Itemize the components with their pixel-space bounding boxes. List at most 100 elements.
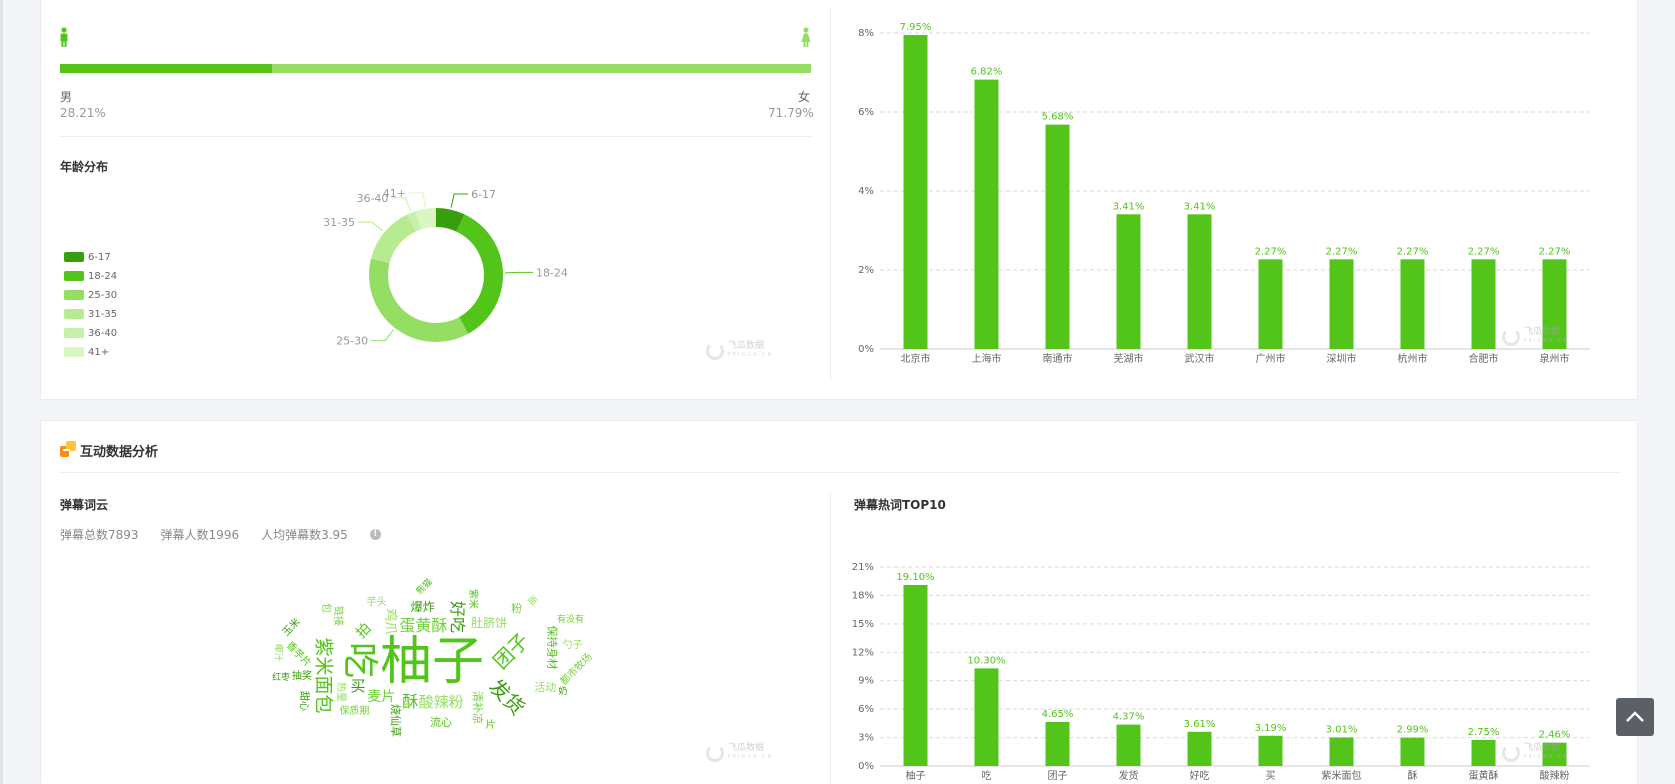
- chevron-up-icon: [1626, 711, 1644, 722]
- word-cloud-term: 包: [319, 602, 331, 613]
- watermark-age: 飞瓜数据 FEIGUA.CN: [706, 340, 790, 362]
- region-bar[interactable]: [1187, 214, 1212, 349]
- y-tick-label: 4%: [858, 186, 874, 197]
- interaction-divider: [60, 472, 1620, 473]
- region-bar[interactable]: [903, 34, 928, 349]
- age-legend-item[interactable]: 6-17: [64, 251, 111, 263]
- female-icon: [801, 27, 811, 47]
- word-cloud-term: 有没有: [556, 615, 584, 626]
- donut-slice[interactable]: [456, 214, 503, 334]
- hotword-bar[interactable]: [1400, 737, 1425, 766]
- watermark-top10: 飞瓜数据 FEIGUA.CN: [1502, 742, 1586, 764]
- bar-value-label: 10.30%: [967, 655, 1005, 666]
- top10-bar-chart: 0% 3% 6% 9% 12% 15% 18% 21% 19.10% 柚子 10.30% 吃 4.65%…: [852, 562, 1590, 782]
- age-legend-item[interactable]: 25-30: [64, 289, 117, 301]
- donut-slice[interactable]: [415, 208, 436, 230]
- word-cloud-term: 流心: [430, 715, 453, 729]
- bar-value-label: 2.46%: [1539, 730, 1571, 741]
- region-bar[interactable]: [1045, 124, 1070, 349]
- age-legend-item[interactable]: 18-24: [64, 270, 117, 282]
- info-icon[interactable]: !: [369, 529, 381, 540]
- x-tick-label: 合肥市: [1469, 352, 1499, 365]
- wordcloud-title: 弹幕词云: [60, 498, 109, 512]
- male-percent: 28.21%: [60, 106, 106, 120]
- age-legend-item[interactable]: 41+: [64, 346, 109, 358]
- region-bar[interactable]: [1116, 214, 1141, 349]
- hotword-bar[interactable]: [903, 585, 928, 766]
- hotword-bar[interactable]: [1258, 735, 1283, 766]
- donut-slice[interactable]: [407, 211, 422, 232]
- age-legend-item[interactable]: 36-40: [64, 327, 117, 339]
- top10-title: 弹幕热词TOP10: [854, 498, 946, 512]
- x-tick-label: 武汉市: [1185, 352, 1215, 365]
- word-cloud-term: 爆炸: [410, 599, 435, 614]
- donut-leader-line: [358, 221, 384, 232]
- danmaku-users: 弹幕人数1996: [160, 528, 240, 542]
- word-cloud-term: 蛋黄酥: [399, 616, 448, 636]
- region-bar[interactable]: [974, 79, 999, 350]
- female-percent: 71.79%: [768, 106, 814, 120]
- donut-label: 6-17: [471, 188, 496, 201]
- region-bar[interactable]: [1258, 259, 1283, 349]
- bar-value-label: 2.99%: [1397, 725, 1429, 736]
- watermark-region: 飞瓜数据 FEIGUA.CN: [1502, 326, 1586, 348]
- bar-value-label: 3.61%: [1184, 719, 1216, 730]
- word-cloud-term: 抽奖: [291, 670, 312, 682]
- word-cloud-term: 酥: [402, 692, 419, 712]
- hotword-bar[interactable]: [974, 668, 999, 766]
- region-bar[interactable]: [1329, 259, 1354, 349]
- interaction-vdivider: [830, 493, 831, 784]
- donut-leader-line: [450, 193, 469, 208]
- word-cloud-term: 粉: [511, 602, 523, 616]
- y-tick-label: 0%: [858, 761, 874, 772]
- y-tick-label: 0%: [858, 344, 874, 355]
- bar-value-label: 2.75%: [1468, 727, 1500, 738]
- x-tick-label: 酥: [1408, 770, 1418, 782]
- legend-swatch: [64, 309, 84, 319]
- interaction-card: [40, 420, 1638, 784]
- x-tick-label: 南通市: [1043, 352, 1073, 365]
- y-tick-label: 8%: [858, 28, 874, 39]
- hotword-bar[interactable]: [1542, 742, 1567, 766]
- x-tick-label: 团子: [1048, 770, 1068, 782]
- donut-slice[interactable]: [371, 214, 416, 264]
- bar-value-label: 3.19%: [1255, 723, 1287, 734]
- audience-divider: [830, 8, 831, 380]
- legend-swatch: [64, 290, 84, 300]
- age-legend-item[interactable]: 31-35: [64, 308, 117, 320]
- interaction-title: 互动数据分析: [80, 445, 159, 460]
- watermark-domain: FEIGUA.CN: [1524, 338, 1570, 344]
- word-cloud-term: 紫米: [467, 588, 479, 609]
- donut-leader-line: [371, 329, 395, 342]
- hotword-bar[interactable]: [1471, 739, 1496, 766]
- word-cloud-term: 保持身材: [545, 625, 559, 670]
- hotword-bar[interactable]: [1116, 724, 1141, 766]
- watermark-brand: 飞瓜数据: [1524, 743, 1561, 753]
- donut-slice[interactable]: [436, 208, 465, 232]
- donut-label: 41+: [383, 187, 406, 200]
- bar-value-label: 2.27%: [1539, 246, 1571, 257]
- bar-value-label: 3.41%: [1113, 201, 1145, 212]
- word-cloud-term: 买: [350, 677, 366, 696]
- region-bar[interactable]: [1400, 259, 1425, 349]
- region-bar[interactable]: [1471, 259, 1496, 349]
- word-cloud-term: 热量: [335, 681, 346, 702]
- region-bar[interactable]: [1542, 259, 1567, 349]
- back-to-top-button[interactable]: [1616, 698, 1654, 736]
- female-label: 女: [798, 90, 811, 104]
- bar-value-label: 19.10%: [896, 572, 934, 583]
- legend-swatch: [64, 271, 84, 281]
- y-tick-label: 3%: [858, 733, 874, 744]
- legend-label: 18-24: [88, 270, 118, 282]
- bar-value-label: 5.68%: [1042, 112, 1074, 123]
- hotword-bar[interactable]: [1187, 731, 1212, 766]
- hotword-bar[interactable]: [1329, 737, 1354, 766]
- word-cloud-term: 保质期: [339, 705, 370, 717]
- x-tick-label: 广州市: [1256, 352, 1286, 365]
- donut-slice[interactable]: [369, 258, 469, 342]
- interaction-section-icon: [60, 441, 76, 457]
- hotword-bar[interactable]: [1045, 721, 1070, 766]
- legend-swatch: [64, 252, 84, 262]
- word-cloud-term: 吃: [339, 641, 381, 679]
